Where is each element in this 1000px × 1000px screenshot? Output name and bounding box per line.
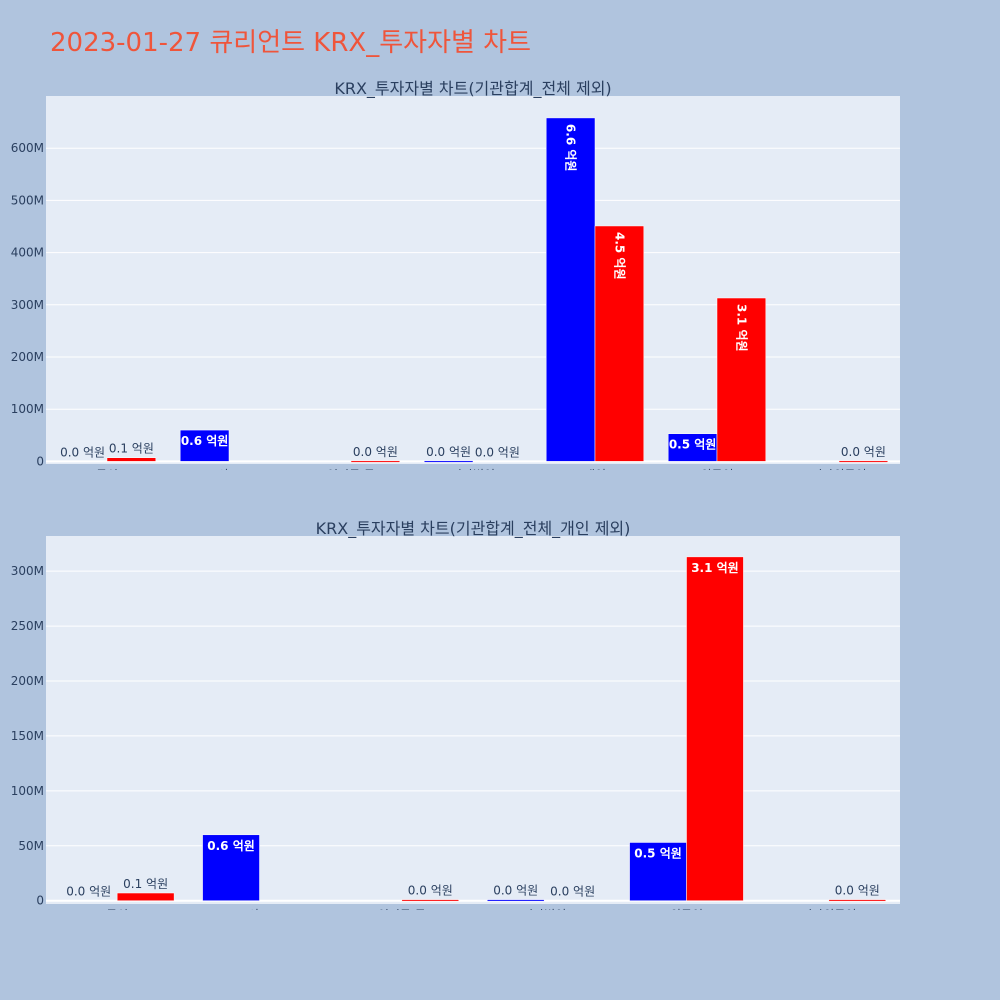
x-tick-label: 외국인 [700, 468, 733, 470]
x-tick-label: 연기금 등 [378, 908, 426, 910]
plot-area [46, 536, 900, 904]
buy-bar [667, 433, 718, 462]
sell-bar [828, 899, 887, 902]
x-tick-label: 사모 [218, 468, 240, 470]
sell-bar [116, 892, 175, 901]
x-tick-label: 기타외국인 [811, 468, 866, 470]
bar-value-label: 0.0 억원 [60, 445, 105, 459]
bar-value-label: 0.0 억원 [353, 445, 398, 459]
x-tick-label: 사모 [248, 908, 270, 910]
buy-bar [629, 842, 687, 901]
x-tick-label: 기타외국인 [801, 908, 856, 910]
x-tick-label: 투신 [96, 468, 118, 470]
y-tick-label: 200M [11, 674, 44, 688]
bar-value-label: 0.0 억원 [835, 884, 880, 898]
y-tick-label: 600M [11, 141, 44, 155]
bar-value-label: 0.1 억원 [123, 877, 168, 891]
sell-bar [350, 460, 401, 463]
sell-bar [106, 457, 157, 462]
bar-value-label: 6.6 억원 [564, 124, 578, 172]
y-tick-label: 50M [18, 839, 44, 853]
y-tick-label: 250M [11, 619, 44, 633]
bar-value-label: 0.6 억원 [207, 839, 255, 853]
bar-value-label: 0.6 억원 [181, 434, 229, 448]
bar-value-label: 0.5 억원 [634, 846, 682, 860]
sell-bar [838, 460, 889, 463]
bar-value-label: 0.0 억원 [550, 885, 595, 899]
bar-value-label: 0.1 억원 [109, 442, 154, 456]
y-tick-label: 300M [11, 564, 44, 578]
x-tick-label: 외국인 [670, 908, 703, 910]
x-tick-label: 연기금 등 [327, 468, 375, 470]
y-tick-label: 200M [11, 350, 44, 364]
bar-value-label: 4.5 억원 [612, 232, 626, 280]
sell-bar [686, 556, 744, 901]
chart-excluding-individual: 0 50M 100M 150M 200M 250M 300M KRX_투자자별 차트(기관합계… [11, 519, 900, 910]
sell-bar [716, 297, 767, 462]
subplot-title: KRX_투자자별 차트(기관합계_전체_개인 제외) [316, 519, 631, 539]
bar-value-label: 0.0 억원 [66, 885, 111, 899]
bar-value-label: 0.0 억원 [493, 884, 538, 898]
bar-value-label: 3.1 억원 [734, 304, 748, 352]
buy-bar [486, 899, 545, 902]
x-tick-label: 기타법인 [522, 908, 566, 910]
y-tick-label: 500M [11, 193, 44, 207]
y-tick-label: 150M [11, 729, 44, 743]
chart-overall: 0 100M 200M 300M 400M 500M 600M KRX_투자자별 차트(기관합… [11, 79, 900, 470]
x-tick-label: 기타법인 [451, 468, 495, 470]
buy-bar [202, 834, 260, 901]
subplot-title: KRX_투자자별 차트(기관합계_전체 제외) [334, 79, 611, 99]
buy-bar [545, 117, 596, 462]
bar-value-label: 0.0 억원 [426, 445, 471, 459]
sell-bar [594, 225, 645, 462]
y-tick-label: 0 [36, 894, 44, 908]
x-tick-label: 개인 [584, 468, 606, 470]
buy-bar [423, 460, 474, 463]
y-tick-label: 300M [11, 298, 44, 312]
y-tick-label: 400M [11, 246, 44, 260]
bar-value-label: 3.1 억원 [691, 561, 739, 575]
sell-bar [401, 899, 460, 902]
bar-value-label: 0.5 억원 [669, 438, 717, 452]
y-tick-label: 100M [11, 402, 44, 416]
y-tick-label: 100M [11, 784, 44, 798]
bar-value-label: 0.0 억원 [408, 884, 453, 898]
x-tick-label: 투신 [106, 908, 128, 910]
page-title: 2023-01-27 큐리언트 KRX_투자자별 차트 [50, 28, 532, 58]
y-tick-label: 0 [36, 454, 44, 468]
buy-bar [179, 429, 230, 462]
bar-value-label: 0.0 억원 [475, 445, 520, 459]
bar-value-label: 0.0 억원 [841, 445, 886, 459]
